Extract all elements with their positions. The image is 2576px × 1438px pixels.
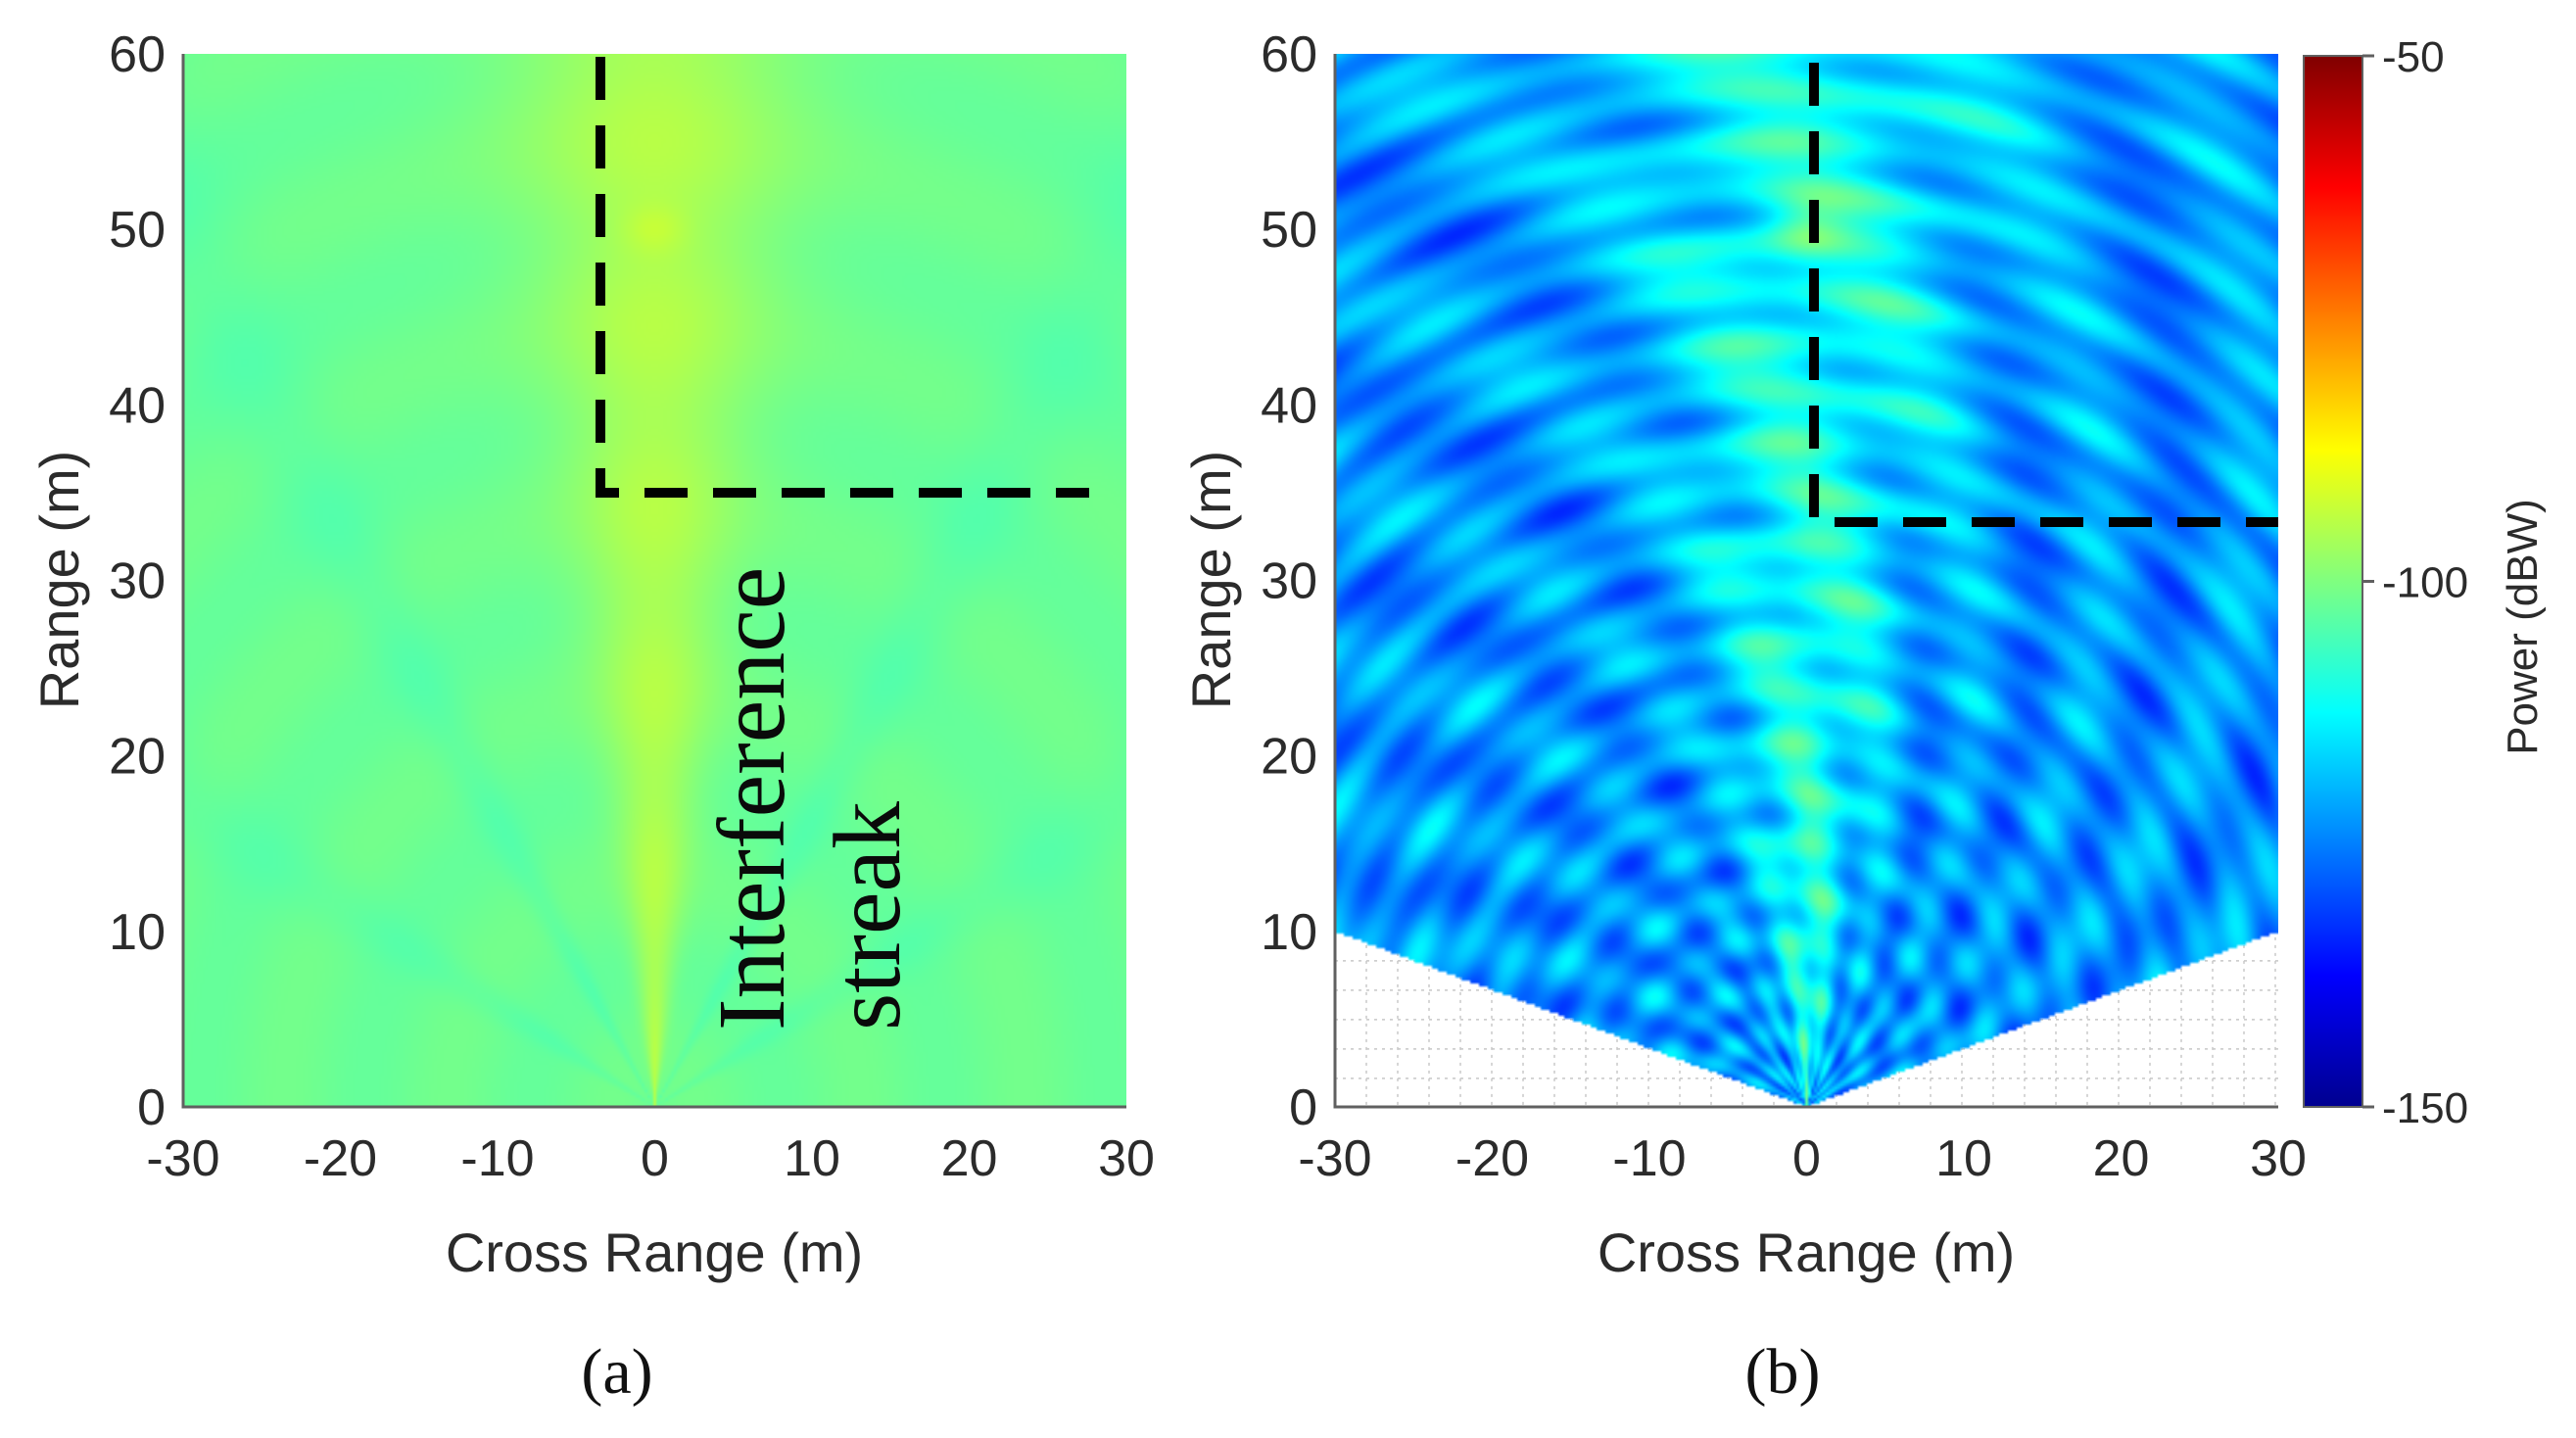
y-tick-label: 10	[109, 904, 166, 961]
axis-box-a	[181, 54, 1126, 1109]
axis-box-b	[1333, 54, 2278, 1109]
colorbar-tick-label: -150	[2382, 1084, 2468, 1132]
y-tick-label: 20	[109, 729, 166, 786]
y-tick-label: 10	[1261, 904, 1317, 961]
y-tick-label: 60	[1261, 26, 1317, 83]
x-tick-label: 10	[1935, 1130, 1992, 1187]
x-tick-label: -30	[146, 1130, 219, 1187]
y-ticks-b: 0 10 20 30 40 50 60	[1261, 26, 1317, 1136]
y-ticks-a: 0 10 20 30 40 50 60	[109, 26, 166, 1136]
x-tick-label: 20	[941, 1130, 998, 1187]
x-tick-label: -10	[460, 1130, 534, 1187]
x-tick-label: 10	[784, 1130, 840, 1187]
y-tick-label: 60	[109, 26, 166, 83]
y-tick-label: 50	[109, 202, 166, 259]
x-tick-label: 0	[641, 1130, 669, 1187]
colorbar-ticks: -50 -100 -150	[2362, 33, 2468, 1132]
y-tick-label: 50	[1261, 202, 1317, 259]
colorbar-tick-label: -100	[2382, 559, 2468, 607]
x-tick-label: -10	[1612, 1130, 1686, 1187]
x-tick-label: 0	[1792, 1130, 1821, 1187]
y-tick-label: 20	[1261, 729, 1317, 786]
panel-label-a: (a)	[581, 1336, 652, 1408]
panel-a: 0 10 20 30 40 50 60 -30 -20 -10 0 10 20 30 Range (m)…	[28, 26, 1155, 1408]
x-tick-label: -20	[1455, 1130, 1529, 1187]
x-tick-label: 20	[2093, 1130, 2150, 1187]
roi-dashed-line-a	[596, 57, 1089, 498]
x-tick-label: -20	[304, 1130, 377, 1187]
x-axis-label-a: Cross Range (m)	[446, 1222, 863, 1283]
annotation-streak: streak	[815, 801, 921, 1031]
x-tick-label: 30	[1098, 1130, 1155, 1187]
x-tick-label: -30	[1298, 1130, 1371, 1187]
x-ticks-a: -30 -20 -10 0 10 20 30	[146, 1130, 1155, 1187]
y-tick-label: 40	[109, 377, 166, 434]
y-tick-label: 30	[109, 553, 166, 610]
colorbar-tick-label: -50	[2382, 33, 2445, 81]
heatmap-image-a	[183, 54, 1126, 1107]
colorbar-label: Power (dBW)	[2499, 499, 2547, 755]
y-tick-label: 0	[1289, 1079, 1317, 1136]
x-axis-label-b: Cross Range (m)	[1598, 1222, 2015, 1283]
x-ticks-b: -30 -20 -10 0 10 20 30	[1298, 1130, 2307, 1187]
annotation-interference: Interference	[699, 567, 805, 1031]
y-tick-label: 30	[1261, 553, 1317, 610]
y-axis-label-b: Range (m)	[1180, 451, 1242, 710]
y-axis-label-a: Range (m)	[28, 451, 90, 710]
y-tick-label: 0	[137, 1079, 166, 1136]
colorbar-gradient	[2303, 55, 2363, 1108]
panel-label-b: (b)	[1745, 1336, 1821, 1408]
roi-dashed-line-b	[1809, 63, 2278, 527]
heatmap-image-b	[1335, 54, 2278, 1107]
y-tick-label: 40	[1261, 377, 1317, 434]
colorbar: -50 -100 -150 Power (dBW)	[2303, 33, 2547, 1132]
x-tick-label: 30	[2250, 1130, 2307, 1187]
